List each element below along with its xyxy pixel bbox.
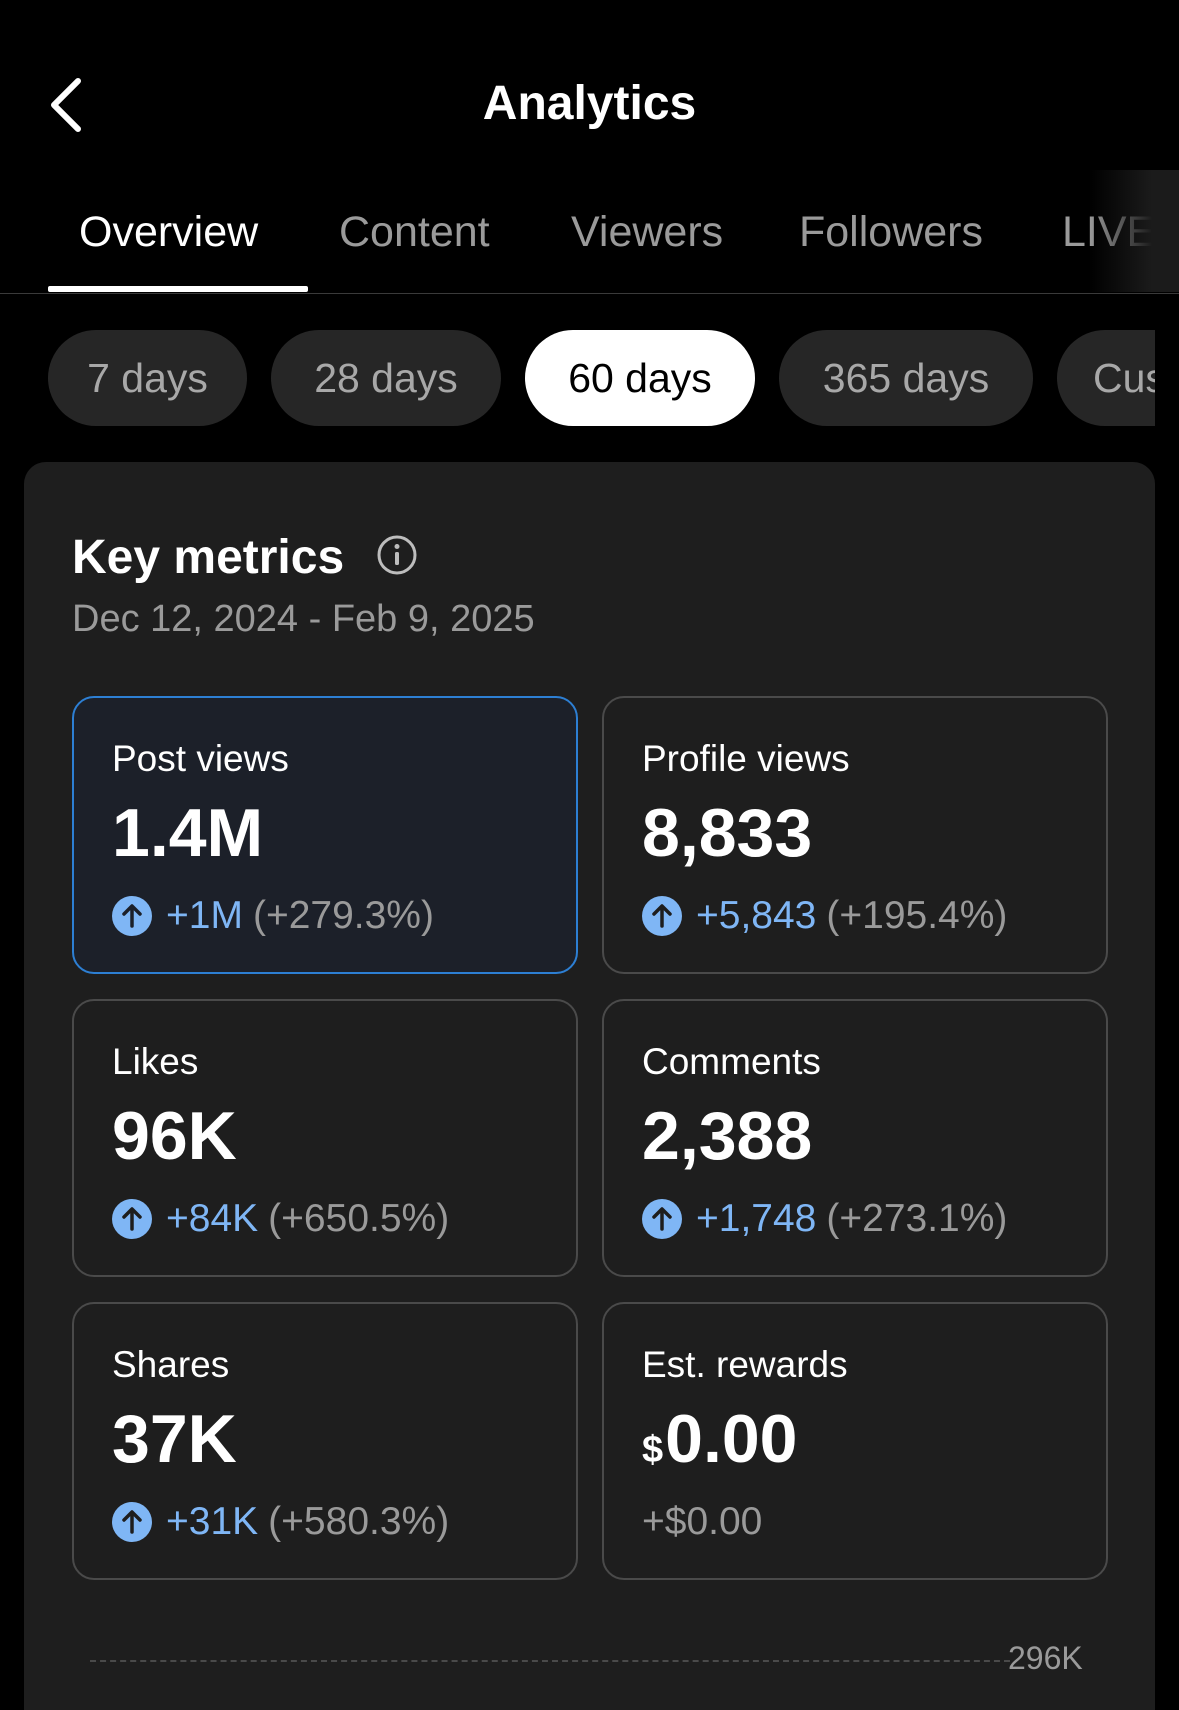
metric-comments[interactable]: Comments 2,388 +1,748 (+273.1%) xyxy=(602,999,1108,1277)
info-icon[interactable] xyxy=(376,534,418,576)
metric-value: $0.00 xyxy=(642,1400,798,1478)
range-chip-7-days[interactable]: 7 days xyxy=(48,330,247,426)
back-button[interactable] xyxy=(36,70,96,140)
range-chip-60-days[interactable]: 60 days xyxy=(525,330,755,426)
key-metrics-card: Key metrics Dec 12, 2024 - Feb 9, 2025 P… xyxy=(24,462,1155,1710)
metric-change: +1M (+279.3%) xyxy=(112,894,434,938)
metric-change: +$0.00 xyxy=(642,1500,762,1544)
date-range-label: Dec 12, 2024 - Feb 9, 2025 xyxy=(72,598,535,640)
chart-gridline xyxy=(90,1660,1010,1662)
metric-label: Profile views xyxy=(642,738,850,779)
tab-content[interactable]: Content xyxy=(339,208,490,256)
metric-change: +5,843 (+195.4%) xyxy=(642,894,1007,938)
tab-overview[interactable]: Overview xyxy=(79,208,259,256)
metric-percent: (+650.5%) xyxy=(268,1197,450,1240)
metric-percent: (+580.3%) xyxy=(268,1500,450,1543)
metric-value: 2,388 xyxy=(642,1098,813,1174)
tab-viewers[interactable]: Viewers xyxy=(571,208,724,256)
metric-shares[interactable]: Shares 37K +31K (+580.3%) xyxy=(72,1302,578,1580)
arrow-up-circle-icon xyxy=(112,1502,152,1542)
metric-delta: +5,843 xyxy=(696,894,817,937)
metric-amount: 0.00 xyxy=(665,1401,798,1477)
chart-y-tick: 296K xyxy=(1008,1640,1083,1676)
metric-delta: +31K xyxy=(166,1500,259,1543)
tabs-scroll-fade xyxy=(1089,170,1179,292)
tab-followers[interactable]: Followers xyxy=(799,208,983,256)
page-title: Analytics xyxy=(482,77,697,130)
metric-percent: (+279.3%) xyxy=(252,894,434,937)
arrow-up-circle-icon xyxy=(642,896,682,936)
metric-value: 8,833 xyxy=(642,795,813,871)
metric-label: Est. rewards xyxy=(642,1344,848,1385)
header: Analytics xyxy=(0,0,1179,170)
range-chip-custom[interactable]: Cus xyxy=(1057,330,1155,426)
active-tab-indicator xyxy=(48,286,308,292)
arrow-up-circle-icon xyxy=(642,1199,682,1239)
key-metrics-title: Key metrics xyxy=(72,531,345,584)
metric-label: Likes xyxy=(112,1041,199,1082)
metric-delta: +1,748 xyxy=(696,1197,817,1240)
metric-value: 96K xyxy=(112,1098,237,1174)
metric-value: 1.4M xyxy=(112,795,264,871)
metric-percent: (+273.1%) xyxy=(826,1197,1008,1240)
arrow-up-circle-icon xyxy=(112,896,152,936)
range-chip-28-days[interactable]: 28 days xyxy=(271,330,501,426)
metric-value: 37K xyxy=(112,1401,237,1477)
currency-symbol: $ xyxy=(642,1429,664,1471)
chevron-left-icon xyxy=(51,78,81,132)
metric-change: +31K (+580.3%) xyxy=(112,1500,449,1544)
metric-delta: +1M xyxy=(166,894,243,937)
metric-likes[interactable]: Likes 96K +84K (+650.5%) xyxy=(72,999,578,1277)
metric-delta: +$0.00 xyxy=(642,1500,763,1543)
date-range-chips: 7 days 28 days 60 days 365 days Cus xyxy=(0,330,1155,426)
metric-label: Comments xyxy=(642,1041,821,1082)
metric-change: +84K (+650.5%) xyxy=(112,1197,449,1241)
tab-bar: Overview Content Viewers Followers LIVE xyxy=(0,170,1179,294)
metric-change: +1,748 (+273.1%) xyxy=(642,1197,1007,1241)
metric-delta: +84K xyxy=(166,1197,259,1240)
metric-profile-views[interactable]: Profile views 8,833 +5,843 (+195.4%) xyxy=(602,696,1108,974)
range-chip-365-days[interactable]: 365 days xyxy=(779,330,1033,426)
metric-percent: (+195.4%) xyxy=(826,894,1008,937)
metric-post-views[interactable]: Post views 1.4M +1M (+279.3%) xyxy=(72,696,578,974)
metric-est-rewards[interactable]: Est. rewards $0.00 +$0.00 xyxy=(602,1302,1108,1580)
metric-label: Shares xyxy=(112,1344,230,1385)
metric-label: Post views xyxy=(112,738,289,779)
arrow-up-circle-icon xyxy=(112,1199,152,1239)
